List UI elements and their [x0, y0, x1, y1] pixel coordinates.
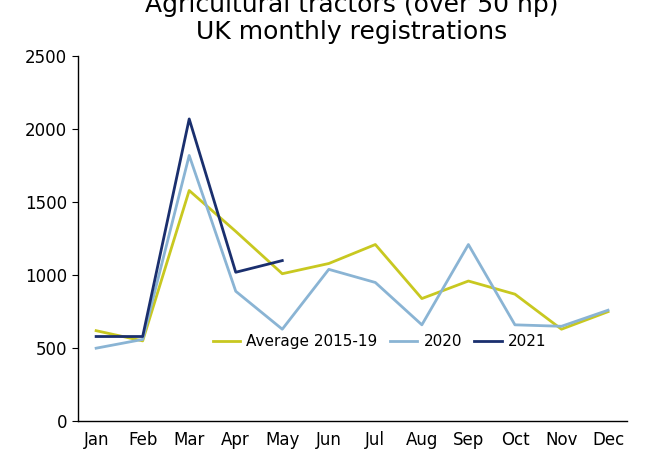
Title: Agricultural tractors (over 50 hp)
UK monthly registrations: Agricultural tractors (over 50 hp) UK mo… — [145, 0, 559, 44]
2020 — [139, 336, 147, 342]
2020 — [511, 322, 519, 328]
Average 2015-19 — [232, 228, 240, 234]
2020 — [464, 241, 472, 247]
2020 — [92, 345, 100, 351]
2020 — [418, 322, 426, 328]
Average 2015-19 — [139, 338, 147, 344]
Line: 2021: 2021 — [96, 119, 282, 336]
2020 — [325, 267, 333, 272]
Average 2015-19 — [511, 292, 519, 297]
2021 — [278, 258, 286, 263]
Average 2015-19 — [325, 261, 333, 266]
Legend: Average 2015-19, 2020, 2021: Average 2015-19, 2020, 2021 — [207, 328, 552, 355]
2021 — [139, 334, 147, 339]
Average 2015-19 — [418, 296, 426, 301]
Average 2015-19 — [464, 278, 472, 284]
Line: Average 2015-19: Average 2015-19 — [96, 190, 608, 341]
2020 — [278, 326, 286, 332]
2021 — [185, 116, 193, 122]
2020 — [232, 288, 240, 294]
Line: 2020: 2020 — [96, 155, 608, 348]
Average 2015-19 — [185, 188, 193, 193]
Average 2015-19 — [604, 309, 612, 314]
2020 — [185, 153, 193, 158]
Average 2015-19 — [371, 241, 379, 247]
2020 — [371, 280, 379, 285]
2021 — [92, 334, 100, 339]
2021 — [232, 270, 240, 275]
Average 2015-19 — [557, 326, 565, 332]
Average 2015-19 — [278, 271, 286, 277]
Average 2015-19 — [92, 328, 100, 334]
2020 — [604, 307, 612, 313]
2020 — [557, 323, 565, 329]
